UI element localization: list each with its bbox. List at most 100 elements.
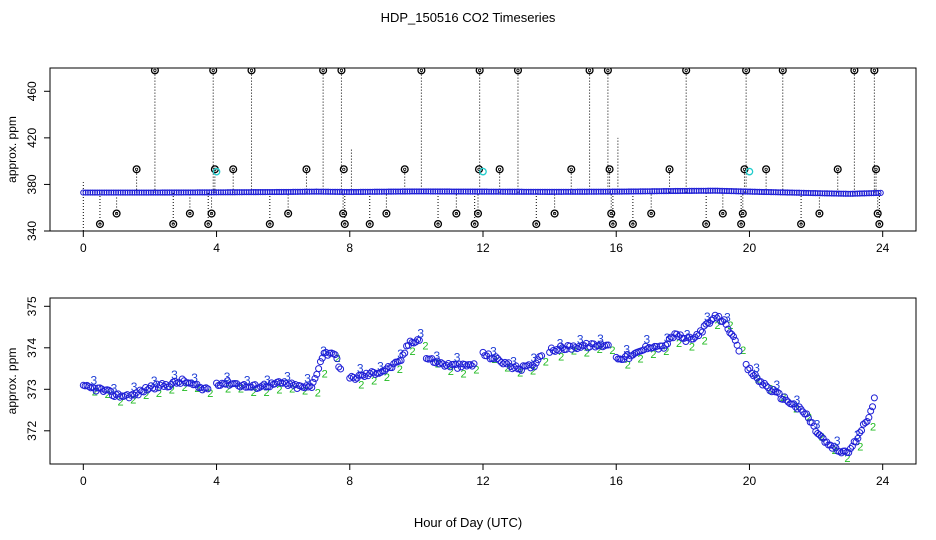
data-point <box>830 190 838 197</box>
data-point <box>726 187 733 195</box>
data-point <box>454 364 462 372</box>
data-point <box>145 189 152 196</box>
data-point <box>194 189 201 196</box>
flagged-point <box>212 167 221 176</box>
point-label-2: 2 <box>397 364 403 376</box>
data-point <box>357 188 364 196</box>
data-point <box>355 188 362 196</box>
data-point <box>229 189 236 196</box>
data-point <box>87 189 94 196</box>
data-point <box>497 188 504 195</box>
point-label-3: 3 <box>814 417 821 431</box>
data-point <box>352 188 360 196</box>
data-point <box>577 343 585 351</box>
data-point <box>530 188 537 195</box>
data-point <box>331 351 339 359</box>
y-tick-label: 380 <box>25 174 39 194</box>
data-point <box>534 188 542 195</box>
data-point <box>315 365 323 373</box>
data-point <box>837 190 845 197</box>
point-label-2: 2 <box>584 347 590 359</box>
data-point <box>768 189 775 196</box>
data-point <box>443 188 451 195</box>
data-point <box>757 378 765 386</box>
data-point <box>770 189 777 196</box>
point-label-2: 2 <box>543 357 549 369</box>
data-point <box>814 190 821 197</box>
data-point <box>665 187 672 195</box>
data-point <box>828 444 836 452</box>
data-point <box>94 189 101 196</box>
point-label-2: 2 <box>870 422 876 434</box>
data-point <box>758 188 765 196</box>
data-point <box>600 188 607 195</box>
outlier-point <box>738 209 747 218</box>
data-point <box>588 188 595 195</box>
data-point <box>366 188 374 195</box>
point-label-2: 2 <box>609 345 615 357</box>
data-point <box>847 445 855 453</box>
data-point <box>828 190 835 197</box>
data-point <box>817 433 825 441</box>
data-point <box>222 189 229 196</box>
outlier-point-inner <box>874 167 878 171</box>
data-point <box>220 189 227 196</box>
point-label-2: 2 <box>461 368 467 380</box>
data-point <box>399 351 407 359</box>
data-point <box>308 188 315 195</box>
data-point <box>448 188 455 195</box>
data-point <box>567 188 574 195</box>
data-point <box>516 188 523 195</box>
data-point <box>481 188 488 195</box>
outlier-point <box>682 68 691 75</box>
data-point <box>803 410 811 418</box>
outlier-point <box>702 219 711 229</box>
data-point <box>394 188 402 195</box>
outlier-point <box>229 165 238 174</box>
data-point <box>676 331 684 339</box>
data-point <box>297 188 304 195</box>
data-point <box>721 187 728 195</box>
data-point <box>528 361 536 369</box>
point-label-2: 2 <box>105 389 111 401</box>
data-point <box>623 188 630 195</box>
data-point <box>159 189 166 196</box>
data-point <box>782 396 790 404</box>
data-point <box>119 189 127 196</box>
data-point <box>276 188 283 196</box>
data-point <box>821 190 828 197</box>
data-point <box>847 190 854 197</box>
point-label-2: 2 <box>143 390 149 402</box>
data-point <box>731 336 739 344</box>
data-point <box>383 188 390 195</box>
data-point <box>327 188 334 195</box>
data-point <box>243 189 250 196</box>
outlier-point <box>607 209 616 218</box>
data-point <box>541 188 549 195</box>
y-tick-label: 420 <box>25 128 39 148</box>
outlier-point <box>185 209 194 218</box>
data-point <box>609 188 616 195</box>
data-point <box>264 188 271 196</box>
outlier-point-inner <box>286 211 290 216</box>
point-label-2: 2 <box>315 387 321 399</box>
outlier-point-inner <box>704 222 708 226</box>
data-point <box>381 367 389 375</box>
data-point <box>422 188 430 195</box>
point-label-2: 2 <box>504 362 510 374</box>
data-point <box>364 372 372 380</box>
outlier-point <box>762 165 771 174</box>
outlier-point-inner <box>781 68 785 72</box>
data-point <box>869 403 877 411</box>
data-point <box>595 188 602 195</box>
data-point <box>581 188 588 195</box>
data-point <box>808 419 816 427</box>
data-point <box>308 383 316 391</box>
data-point <box>591 343 599 351</box>
point-label-2: 2 <box>806 412 812 424</box>
outlier-point <box>875 219 884 229</box>
data-point <box>359 188 367 195</box>
data-point <box>670 187 677 195</box>
data-point <box>782 189 789 196</box>
